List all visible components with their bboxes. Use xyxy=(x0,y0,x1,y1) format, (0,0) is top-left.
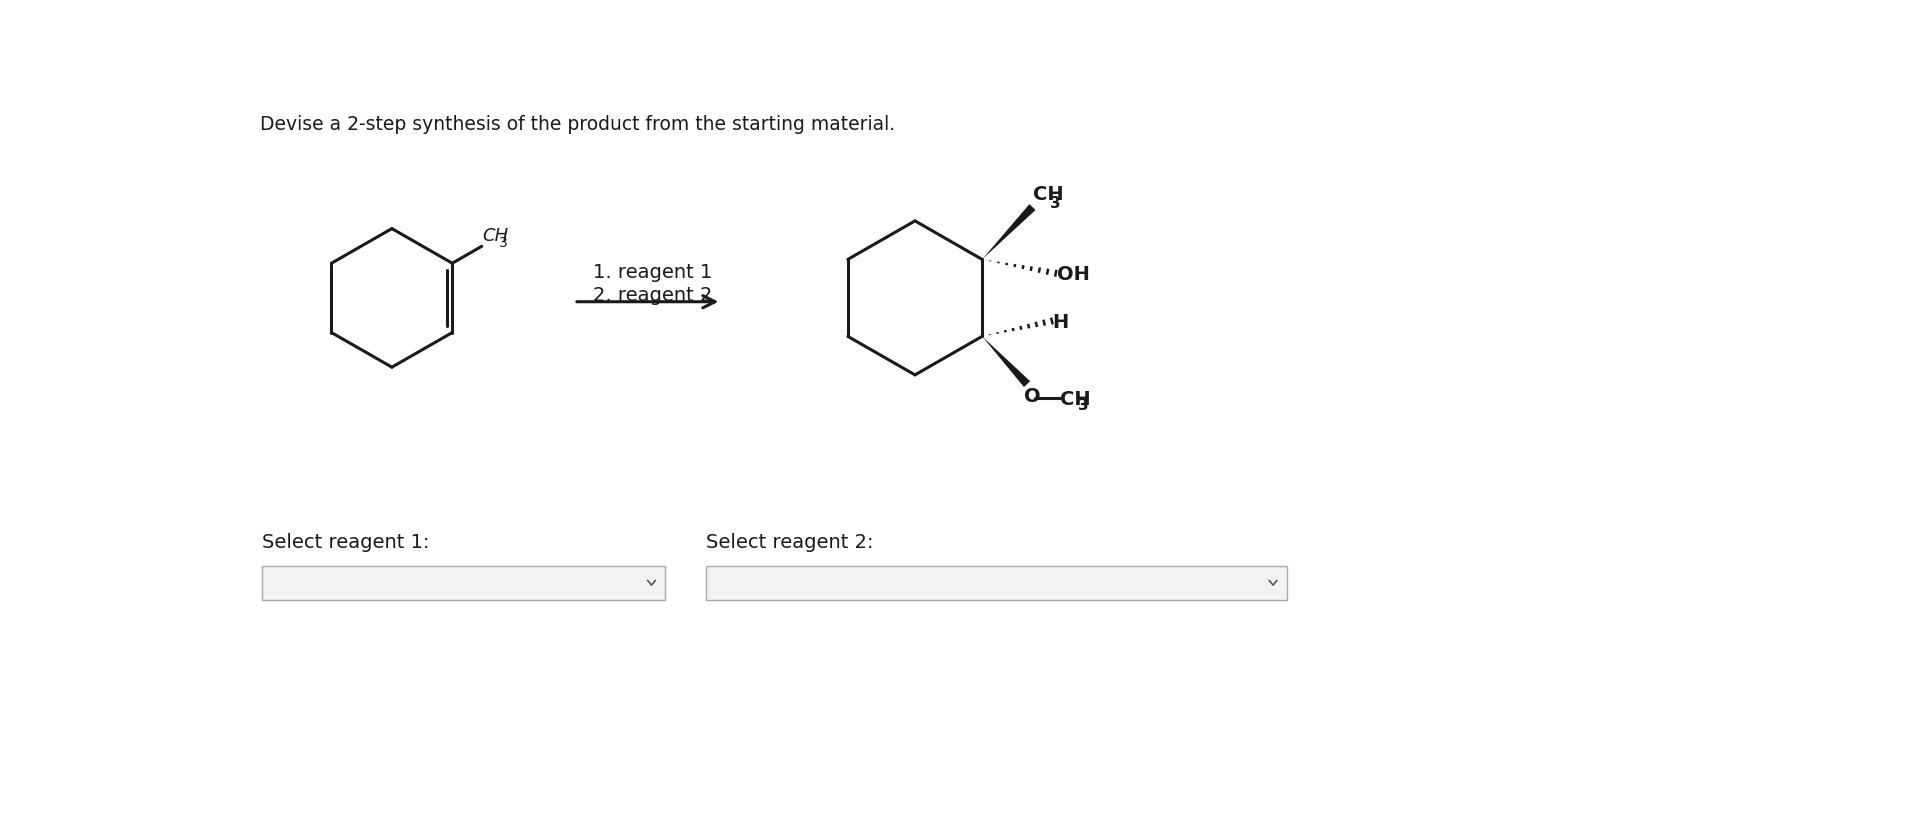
Text: 3: 3 xyxy=(1079,398,1088,414)
Text: 3: 3 xyxy=(1050,196,1061,211)
Text: H: H xyxy=(1054,313,1069,332)
Polygon shape xyxy=(982,204,1036,260)
Text: OH: OH xyxy=(1057,265,1090,284)
Text: Devise a 2-step synthesis of the product from the starting material.: Devise a 2-step synthesis of the product… xyxy=(260,115,896,133)
Text: O: O xyxy=(1025,387,1040,406)
Text: Select reagent 1:: Select reagent 1: xyxy=(262,532,429,552)
Text: 3: 3 xyxy=(499,236,508,250)
Text: CH: CH xyxy=(483,227,508,245)
Bar xyxy=(262,566,666,600)
Text: 1. reagent 1: 1. reagent 1 xyxy=(593,263,713,282)
Text: CH: CH xyxy=(1061,390,1090,409)
Polygon shape xyxy=(982,336,1030,387)
Text: Select reagent 2:: Select reagent 2: xyxy=(705,532,872,552)
Text: CH: CH xyxy=(1032,185,1063,204)
Bar xyxy=(705,566,1287,600)
Text: 2. reagent 2: 2. reagent 2 xyxy=(593,287,713,305)
